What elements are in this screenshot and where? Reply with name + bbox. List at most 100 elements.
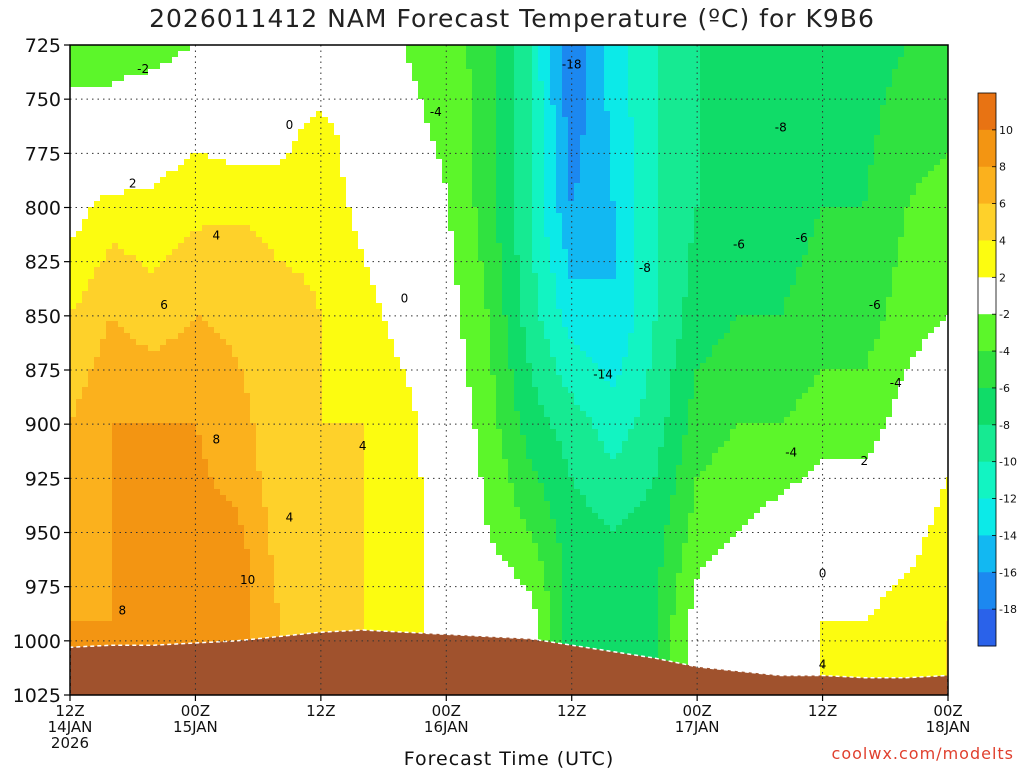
temperature-cell [82,561,89,568]
temperature-cell [238,375,245,382]
temperature-cell [238,213,245,220]
temperature-cell [316,201,323,208]
temperature-cell [238,591,245,598]
temperature-cell [298,297,305,304]
temperature-cell [148,135,155,142]
temperature-cell [154,393,161,400]
temperature-cell [160,477,167,484]
temperature-cell [322,195,329,202]
temperature-cell [256,537,263,544]
temperature-cell [202,243,209,250]
temperature-cell [136,111,143,118]
temperature-cell [256,609,263,616]
temperature-cell [250,117,257,124]
temperature-cell [334,573,341,580]
temperature-cell [130,591,137,598]
temperature-cell [184,117,191,124]
temperature-cell [322,369,329,376]
temperature-cell [304,135,311,142]
temperature-cell [250,627,257,634]
temperature-cell [298,273,305,280]
temperature-cell [262,111,269,118]
temperature-cell [130,177,137,184]
temperature-cell [184,609,191,616]
temperature-cell [148,465,155,472]
temperature-cell [292,81,299,88]
temperature-cell [142,327,149,334]
temperature-cell [202,423,209,430]
temperature-cell [76,351,83,358]
temperature-cell [70,45,77,52]
temperature-cell [286,387,293,394]
temperature-cell [292,87,299,94]
temperature-cell [214,273,221,280]
temperature-cell [190,237,197,244]
temperature-cell [70,255,77,262]
temperature-cell [136,615,143,622]
temperature-cell [274,369,281,376]
temperature-cell [256,321,263,328]
temperature-cell [214,585,221,592]
temperature-cell [82,531,89,538]
temperature-cell [118,207,125,214]
temperature-cell [310,615,317,622]
temperature-cell [178,411,185,418]
temperature-cell [142,567,149,574]
temperature-cell [148,387,155,394]
temperature-cell [238,129,245,136]
temperature-cell [82,135,89,142]
temperature-cell [70,459,77,466]
temperature-cell [304,351,311,358]
temperature-cell [208,489,215,496]
temperature-cell [334,123,341,130]
temperature-cell [142,423,149,430]
temperature-cell [268,525,275,532]
temperature-cell [202,339,209,346]
temperature-cell [184,495,191,502]
temperature-cell [310,591,317,598]
temperature-cell [124,441,131,448]
temperature-cell [184,501,191,508]
temperature-cell [304,249,311,256]
temperature-cell [70,507,77,514]
temperature-cell [334,141,341,148]
temperature-cell [118,111,125,118]
temperature-cell [178,159,185,166]
temperature-cell [256,189,263,196]
temperature-cell [334,375,341,382]
temperature-cell [220,81,227,88]
temperature-cell [136,537,143,544]
temperature-cell [160,303,167,310]
temperature-cell [256,225,263,232]
temperature-cell [322,231,329,238]
temperature-cell [262,471,269,478]
temperature-cell [256,561,263,568]
temperature-cell [106,369,113,376]
temperature-cell [334,543,341,550]
temperature-cell [286,351,293,358]
temperature-cell [226,345,233,352]
temperature-cell [250,459,257,466]
temperature-cell [256,129,263,136]
temperature-cell [304,321,311,328]
temperature-cell [88,111,95,118]
temperature-cell [328,165,335,172]
temperature-cell [130,471,137,478]
temperature-cell [100,621,107,628]
temperature-cell [268,621,275,628]
temperature-cell [178,609,185,616]
temperature-cell [220,621,227,628]
temperature-cell [118,567,125,574]
temperature-cell [298,621,305,628]
temperature-cell [262,291,269,298]
temperature-cell [154,243,161,250]
temperature-cell [178,135,185,142]
temperature-cell [286,549,293,556]
temperature-cell [172,267,179,274]
temperature-cell [166,609,173,616]
temperature-cell [142,495,149,502]
temperature-cell [244,297,251,304]
temperature-cell [280,447,287,454]
temperature-cell [106,297,113,304]
temperature-cell [286,333,293,340]
